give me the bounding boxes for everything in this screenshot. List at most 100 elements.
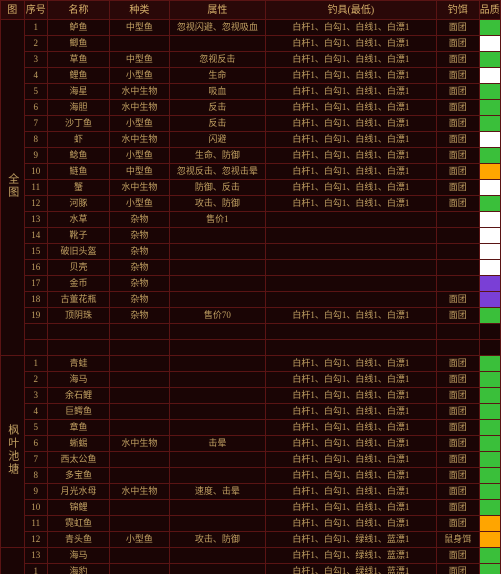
quality-cell [479,276,500,292]
bait-cell: 面团 [436,20,479,36]
bait-cell: 面团 [436,308,479,324]
quality-cell [479,52,500,68]
name-cell: 海马 [48,372,110,388]
quality-cell [479,500,500,516]
gear-cell: 白杆1、白勾1、白线1、白漂1 [265,372,436,388]
idx-cell: 6 [24,100,48,116]
gear-cell [265,340,436,356]
quality-swatch [480,52,500,67]
name-cell: 古董花瓶 [48,292,110,308]
bait-cell: 面团 [436,356,479,372]
quality-cell [479,164,500,180]
idx-cell: 7 [24,452,48,468]
attr-cell: 防御、反击 [169,180,265,196]
type-cell [109,500,169,516]
idx-cell: 12 [24,196,48,212]
gear-cell: 白杆1、白勾1、白线1、白漂1 [265,356,436,372]
idx-cell: 13 [24,212,48,228]
bait-cell [436,260,479,276]
bait-cell: 面团 [436,164,479,180]
quality-cell [479,388,500,404]
gear-cell: 白杆1、白勾1、白线1、白漂1 [265,452,436,468]
quality-cell [479,436,500,452]
idx-cell: 4 [24,68,48,84]
table-row: 2鲫鱼白杆1、白勾1、白线1、白漂1面团 [1,36,501,52]
attr-cell: 忽视反击、忽视击晕 [169,164,265,180]
table-row: 11蟹水中生物防御、反击白杆1、白勾1、白线1、白漂1面团 [1,180,501,196]
idx-cell: 14 [24,228,48,244]
bait-cell: 面团 [436,564,479,574]
idx-cell: 10 [24,500,48,516]
gear-cell: 白杆1、白勾1、白线1、白漂1 [265,468,436,484]
table-row: 1海豹白杆1、白勾1、绿线1、蓝漂1面团 [1,564,501,574]
quality-cell [479,148,500,164]
bait-cell: 面团 [436,132,479,148]
idx-cell: 10 [24,164,48,180]
gear-cell: 白杆1、白勾1、白线1、白漂1 [265,404,436,420]
table-row: 8多宝鱼白杆1、白勾1、白线1、白漂1面团 [1,468,501,484]
quality-swatch [480,100,500,115]
quality-cell [479,340,500,356]
col-attr: 属性 [169,1,265,20]
idx-cell: 2 [24,372,48,388]
bait-cell: 面团 [436,500,479,516]
type-cell: 杂物 [109,308,169,324]
quality-swatch [480,36,500,51]
table-row: 3余石鲤白杆1、白勾1、白线1、白漂1面团 [1,388,501,404]
name-cell: 鲶鱼 [48,148,110,164]
idx-cell: 5 [24,84,48,100]
name-cell: 霓虹鱼 [48,516,110,532]
table-row: 9月光水母水中生物速度、击晕白杆1、白勾1、白线1、白漂1面团 [1,484,501,500]
name-cell: 鲫鱼 [48,36,110,52]
table-row: 5章鱼白杆1、白勾1、白线1、白漂1面团 [1,420,501,436]
bait-cell: 面团 [436,100,479,116]
quality-swatch [480,132,500,147]
name-cell: 破旧头盔 [48,244,110,260]
name-cell: 海星 [48,84,110,100]
quality-swatch [480,244,500,259]
name-cell: 虾 [48,132,110,148]
table-row: 11霓虹鱼白杆1、白勾1、白线1、白漂1面团 [1,516,501,532]
attr-cell: 生命 [169,68,265,84]
name-cell: 鲈鱼 [48,20,110,36]
attr-cell [169,260,265,276]
bait-cell: 面团 [436,180,479,196]
quality-swatch [480,228,500,243]
quality-cell [479,100,500,116]
gear-cell: 白杆1、白勾1、白线1、白漂1 [265,388,436,404]
quality-cell [479,196,500,212]
quality-cell [479,244,500,260]
table-row: 16贝壳杂物 [1,260,501,276]
table-row: 8虾水中生物闪避白杆1、白勾1、白线1、白漂1面团 [1,132,501,148]
type-cell [109,356,169,372]
quality-swatch [480,20,500,35]
table-row [1,340,501,356]
attr-cell [169,276,265,292]
gear-cell [265,228,436,244]
idx-cell: 16 [24,260,48,276]
idx-cell [24,340,48,356]
type-cell: 小型鱼 [109,532,169,548]
attr-cell [169,244,265,260]
type-cell: 小型鱼 [109,196,169,212]
name-cell: 青头鱼 [48,532,110,548]
quality-swatch [480,420,500,435]
attr-cell: 攻击、防御 [169,196,265,212]
attr-cell [169,36,265,52]
col-group: 图 [1,1,25,20]
type-cell: 杂物 [109,228,169,244]
attr-cell: 攻击、防御 [169,532,265,548]
name-cell: 月光水母 [48,484,110,500]
bait-cell [436,228,479,244]
type-cell: 小型鱼 [109,148,169,164]
table-row: 15破旧头盔杂物 [1,244,501,260]
quality-swatch [480,500,500,515]
name-cell: 鲤鱼 [48,68,110,84]
name-cell: 海胆 [48,100,110,116]
attr-cell: 反击 [169,116,265,132]
quality-swatch [480,404,500,419]
attr-cell [169,292,265,308]
gear-cell: 白杆1、白勾1、白线1、白漂1 [265,420,436,436]
bait-cell: 面团 [436,196,479,212]
attr-cell [169,516,265,532]
